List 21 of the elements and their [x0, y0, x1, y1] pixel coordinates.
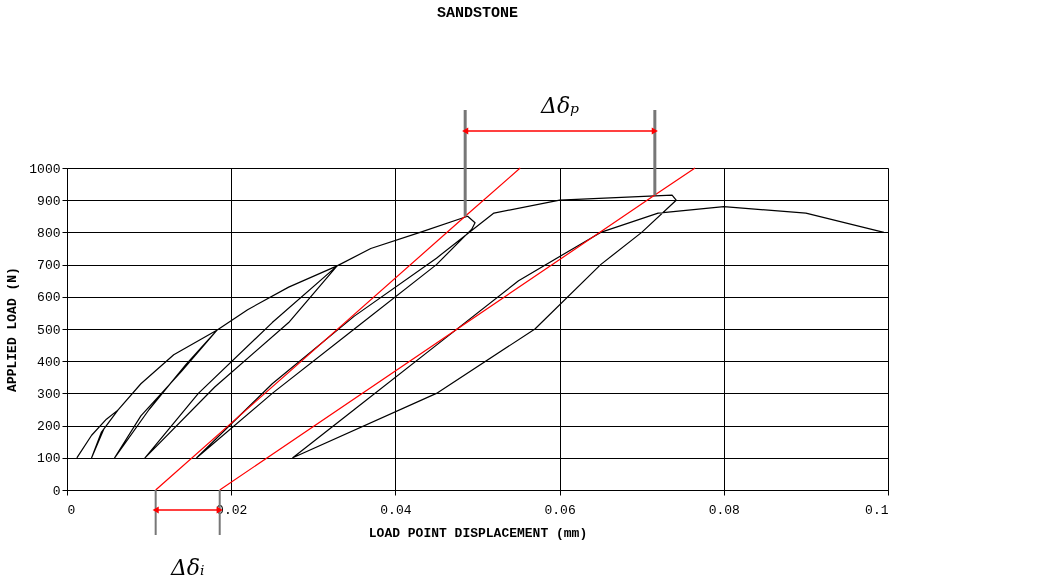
y-tick-label: 900	[37, 193, 61, 209]
x-tick-label: 0.1	[865, 502, 889, 518]
y-tick-label: 300	[37, 386, 61, 402]
x-tick-label: 0.08	[708, 502, 740, 518]
y-tick-label: 500	[37, 322, 61, 338]
chart-title: SANDSTONE	[436, 5, 519, 22]
x-tick-label: 0.06	[544, 502, 576, 518]
y-tick-label: 100	[37, 451, 61, 467]
x-tick-label: 0.04	[380, 502, 412, 518]
y-tick-label: 700	[37, 258, 61, 274]
y-tick-label: 600	[37, 290, 61, 306]
x-axis-title: LOAD POINT DISPLACEMENT (mm)	[368, 525, 588, 541]
y-tick-label: 200	[37, 419, 61, 435]
text: Δδₚ	[540, 93, 580, 118]
y-tick-label: 0	[52, 483, 61, 499]
x-tick-label: 0	[67, 502, 76, 518]
y-tick-label: 800	[37, 225, 61, 241]
y-axis-title: APPLIED LOAD (N)	[5, 267, 21, 392]
y-tick-label: 1000	[29, 161, 61, 177]
y-tick-label: 400	[37, 354, 61, 370]
text: Δδᵢ	[169, 555, 205, 577]
